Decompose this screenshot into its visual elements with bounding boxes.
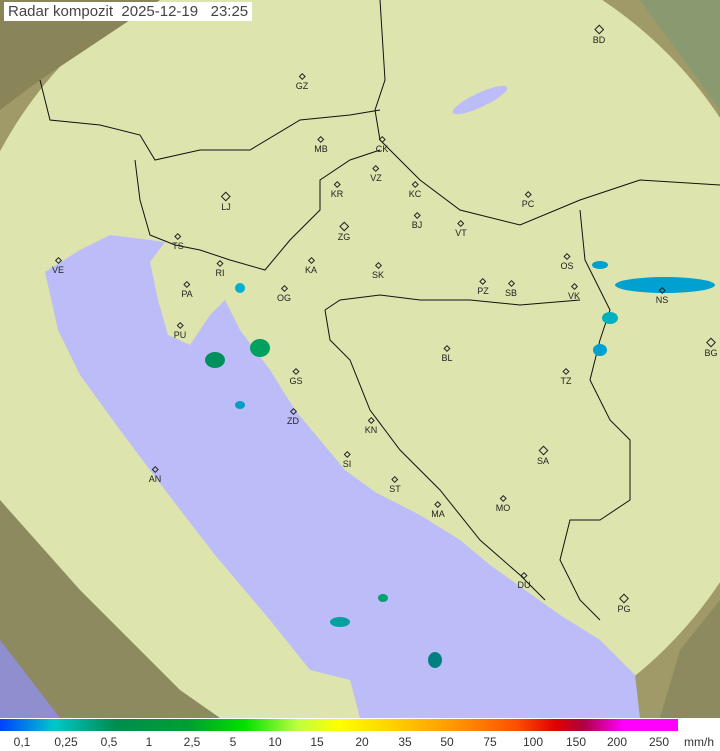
city-label: ZD	[287, 409, 299, 426]
legend-label: 50	[440, 735, 454, 749]
legend-label: 100	[522, 735, 544, 749]
city-label: VK	[568, 284, 580, 301]
city-label: ST	[389, 477, 401, 494]
city-label: TS	[172, 234, 184, 251]
sea-outside	[0, 640, 60, 718]
city-label: AN	[149, 467, 162, 484]
borders	[39, 0, 720, 621]
legend-label: 0,25	[54, 735, 78, 749]
city-label: KA	[305, 258, 317, 275]
city-label: DU	[518, 573, 531, 590]
city-label: NS	[656, 288, 669, 305]
city-label: LJ	[221, 193, 231, 212]
adriatic-sea	[45, 235, 640, 718]
legend-label: 200	[606, 735, 628, 749]
legend-label: 75	[483, 735, 497, 749]
city-label: VZ	[370, 166, 382, 183]
city-label: PU	[174, 323, 187, 340]
city-label: BL	[441, 346, 452, 363]
city-label: MB	[314, 137, 328, 154]
map-title: Radar kompozit 2025-12-19 23:25	[4, 2, 253, 21]
city-label: ZG	[338, 223, 351, 242]
city-label: PA	[181, 282, 192, 299]
city-label: KC	[409, 182, 422, 199]
lake-balaton	[452, 85, 508, 115]
legend-label: 35	[398, 735, 412, 749]
city-label: SK	[372, 263, 384, 280]
city-label: VT	[455, 221, 467, 238]
legend-label: 150	[565, 735, 587, 749]
city-label: GZ	[296, 74, 309, 91]
legend-label: 250	[648, 735, 670, 749]
precipitation-color-scale	[0, 719, 678, 731]
legend-label: 5	[229, 735, 237, 749]
radar-map[interactable]	[0, 0, 720, 718]
city-label: BG	[704, 339, 717, 358]
city-label: MO	[496, 496, 511, 513]
city-label: KR	[331, 182, 344, 199]
city-label: CK	[376, 137, 389, 154]
city-label: PG	[617, 595, 630, 614]
city-label: PZ	[477, 279, 489, 296]
city-label: RI	[216, 261, 225, 278]
legend-label: 2,5	[183, 735, 201, 749]
city-label: GS	[289, 369, 302, 386]
legend-unit: mm/h	[684, 735, 714, 749]
city-label: OS	[560, 254, 573, 271]
outside-corner	[0, 0, 160, 110]
city-label: SA	[537, 447, 549, 466]
outside-corner	[0, 500, 220, 718]
legend-label: 10	[268, 735, 282, 749]
legend-label: 0,1	[13, 735, 31, 749]
legend-label: 1	[145, 735, 153, 749]
radar-echoes	[205, 261, 715, 668]
city-label: OG	[277, 286, 291, 303]
city-label: SI	[343, 452, 352, 469]
outside-corner	[640, 0, 720, 110]
city-label: BD	[593, 26, 606, 45]
legend-label: 20	[355, 735, 369, 749]
city-label: MA	[431, 502, 445, 519]
city-label: PC	[522, 192, 535, 209]
city-label: VE	[52, 258, 64, 275]
city-label: TZ	[561, 369, 572, 386]
city-label: SB	[505, 281, 517, 298]
city-label: KN	[365, 418, 378, 435]
legend-label: 0,5	[100, 735, 118, 749]
city-label: BJ	[412, 213, 423, 230]
radar-coverage	[0, 0, 720, 718]
outside-corner	[660, 600, 720, 718]
legend-label: 15	[310, 735, 324, 749]
